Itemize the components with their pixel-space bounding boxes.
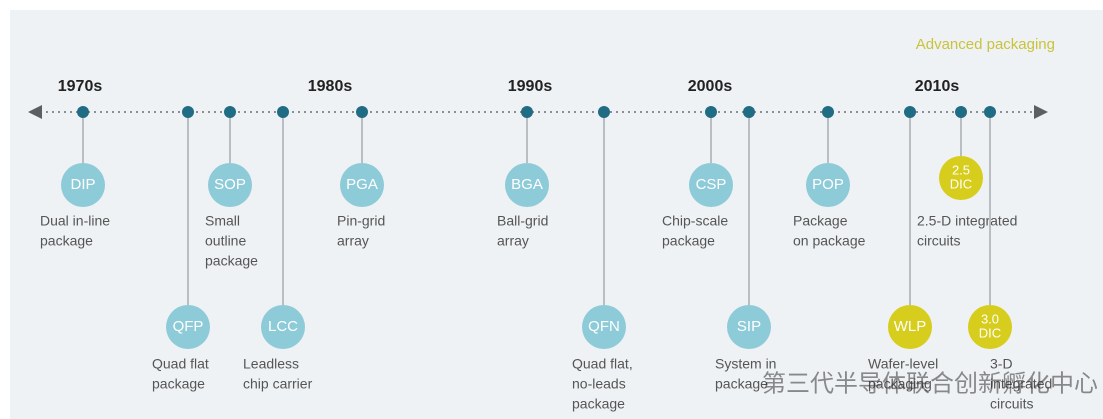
node-label: outline <box>205 233 246 249</box>
node-label: no-leads <box>572 376 626 392</box>
arrow-right <box>1034 105 1048 119</box>
badge-text: WLP <box>894 318 927 335</box>
badge <box>61 163 105 207</box>
badge-text: SIP <box>737 318 761 335</box>
node-label: Quad flat, <box>572 356 633 372</box>
node-label: Wafer-level <box>868 356 938 372</box>
node-label: Ball-grid <box>497 213 548 229</box>
dot <box>822 106 834 118</box>
panel <box>10 10 1103 419</box>
node-label: package <box>205 253 258 269</box>
dot <box>77 106 89 118</box>
badge-text: POP <box>812 176 844 193</box>
badge <box>505 163 549 207</box>
badge-text: SOP <box>214 176 246 193</box>
decade: 1970s <box>58 78 103 95</box>
node-label: integrated <box>990 376 1052 392</box>
decade: 1990s <box>508 78 553 95</box>
badge-text: 3.0 <box>981 311 999 326</box>
node-label: package <box>152 376 205 392</box>
badge <box>806 163 850 207</box>
node-label: Small <box>205 213 240 229</box>
node-label: Quad flat <box>152 356 209 372</box>
badge-text: DIC <box>950 176 972 191</box>
badge-text: BGA <box>511 176 543 193</box>
node-label: circuits <box>990 396 1034 412</box>
node-label: array <box>497 233 529 249</box>
dot <box>521 106 533 118</box>
badge <box>582 305 626 349</box>
node-label: package <box>662 233 715 249</box>
arrow-left <box>28 105 42 119</box>
badge-text: QFP <box>173 318 204 335</box>
node-label: on package <box>793 233 866 249</box>
badge-text: DIP <box>70 176 95 193</box>
badge-text: DIC <box>979 325 1001 340</box>
badge <box>166 305 210 349</box>
badge <box>208 163 252 207</box>
node-label: chip carrier <box>243 376 313 392</box>
dot <box>955 106 967 118</box>
badge-text: QFN <box>588 318 620 335</box>
decade: 2000s <box>688 78 733 95</box>
dot <box>182 106 194 118</box>
node-label: packaging <box>868 376 932 392</box>
node-label: 2.5-D integrated <box>917 213 1017 229</box>
node-label: 3-D <box>990 356 1013 372</box>
badge-text: 2.5 <box>952 162 970 177</box>
dot <box>705 106 717 118</box>
dot <box>277 106 289 118</box>
badge-text: PGA <box>346 176 378 193</box>
node-label: Pin-grid <box>337 213 385 229</box>
node-label: circuits <box>917 233 961 249</box>
title: Advanced packaging <box>916 36 1055 53</box>
badge <box>968 305 1012 349</box>
dot <box>904 106 916 118</box>
dot <box>743 106 755 118</box>
node-label: package <box>40 233 93 249</box>
decade: 2010s <box>915 78 960 95</box>
dot <box>356 106 368 118</box>
node-label: package <box>572 396 625 412</box>
badge-text: CSP <box>696 176 727 193</box>
dot <box>598 106 610 118</box>
badge <box>340 163 384 207</box>
badge <box>727 305 771 349</box>
badge <box>689 163 733 207</box>
badge <box>939 156 983 200</box>
node-label: package <box>715 376 768 392</box>
decade: 1980s <box>308 78 353 95</box>
node-label: Chip-scale <box>662 213 728 229</box>
watermark: 第三代半导体联合创新孵化中心 <box>762 370 1098 397</box>
badge <box>888 305 932 349</box>
badge <box>261 305 305 349</box>
node-label: Leadless <box>243 356 299 372</box>
node-label: Dual in-line <box>40 213 110 229</box>
badge-text: LCC <box>268 318 298 335</box>
node-label: Package <box>793 213 848 229</box>
dot <box>224 106 236 118</box>
dot <box>984 106 996 118</box>
node-label: array <box>337 233 369 249</box>
node-label: System in <box>715 356 776 372</box>
